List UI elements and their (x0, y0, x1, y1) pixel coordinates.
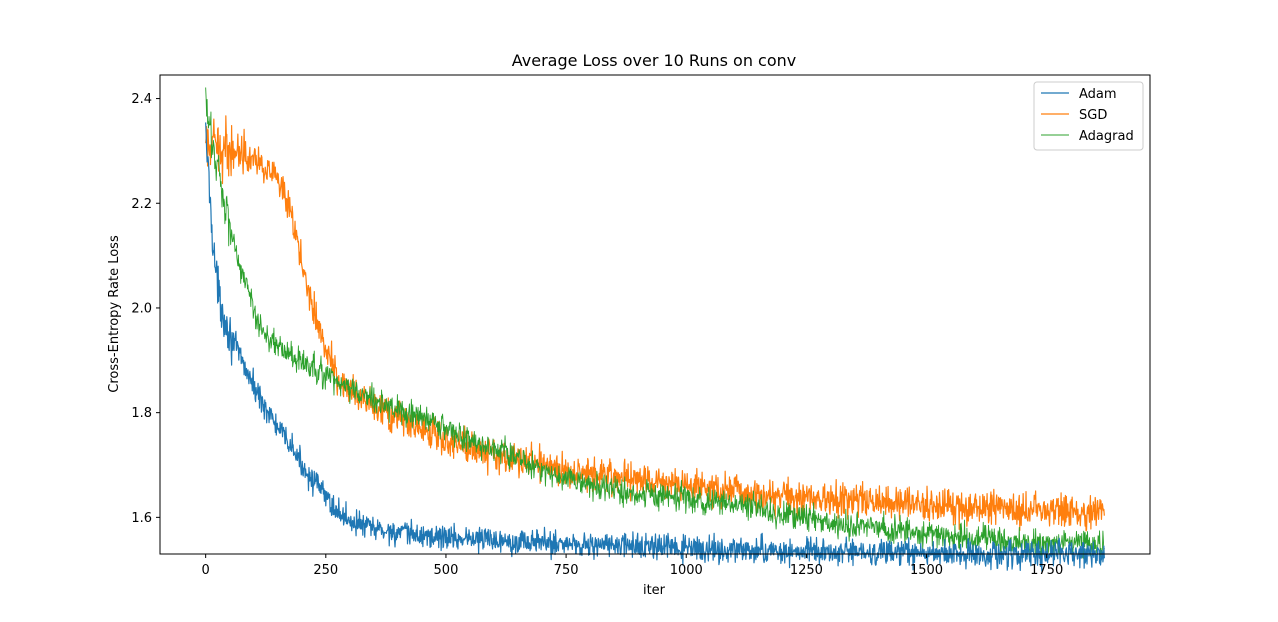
x-tick-label: 250 (313, 563, 338, 578)
x-tick-label: 500 (434, 563, 459, 578)
y-tick-label: 2.4 (131, 92, 152, 107)
series-line-adagrad (205, 87, 1105, 561)
y-tick-label: 2.2 (131, 197, 152, 212)
chart-title: Average Loss over 10 Runs on conv (512, 51, 797, 70)
series-layer (205, 87, 1105, 572)
x-axis-label: iter (643, 583, 666, 598)
plot-frame (159, 74, 1151, 555)
y-tick-label: 2.0 (131, 301, 152, 316)
x-tick-label: 0 (202, 563, 210, 578)
x-axis: 0 250 500 750 1000 1250 1500 1750 (202, 554, 1063, 578)
x-tick-label: 1000 (670, 563, 703, 578)
x-tick-label: 750 (554, 563, 579, 578)
x-tick-label: 1250 (790, 563, 823, 578)
legend-label-adagrad: Adagrad (1079, 129, 1134, 144)
x-tick-label: 1500 (910, 563, 943, 578)
legend: Adam SGD Adagrad (1033, 81, 1144, 151)
x-tick-label: 1750 (1030, 563, 1063, 578)
legend-label-sgd: SGD (1079, 108, 1107, 123)
y-tick-label: 1.8 (131, 406, 152, 421)
y-axis-label: Cross-Entropy Rate Loss (107, 235, 122, 393)
legend-label-adam: Adam (1079, 87, 1117, 102)
legend-box (1033, 81, 1144, 151)
series-line-adam (205, 122, 1105, 572)
y-axis: 1.6 1.8 2.0 2.2 2.4 (131, 92, 160, 526)
y-tick-label: 1.6 (131, 511, 152, 526)
